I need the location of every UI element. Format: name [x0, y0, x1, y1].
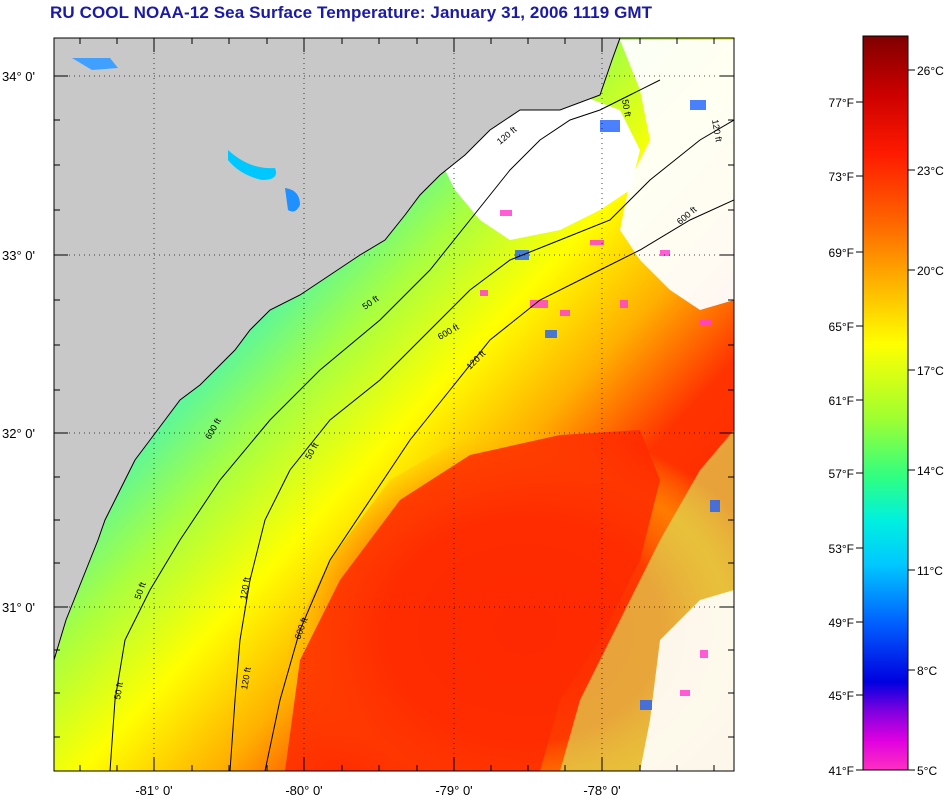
cloud-cover-southeast — [640, 590, 734, 771]
lat-label: 32° 0' — [2, 426, 35, 441]
colorbar-c-label: 17°C — [917, 364, 944, 378]
colorbar-f-label: 57°F — [829, 467, 854, 481]
contour-600ft — [264, 199, 734, 771]
contour-50ft — [109, 79, 661, 771]
contour-label: 120 ft — [710, 119, 724, 143]
cold-cloud-edge-speckles — [480, 210, 712, 696]
colorbar-c-label: 20°C — [917, 264, 944, 278]
colorbar-c-label: 23°C — [917, 164, 944, 178]
lon-label: -78° 0' — [583, 783, 620, 798]
colorbar-f-label: 61°F — [829, 394, 854, 408]
colorbar-c-label: 14°C — [917, 464, 944, 478]
contour-label: 50 ft — [112, 681, 125, 700]
cloud-cover-north — [440, 95, 640, 240]
colorbar-c-label: 5°C — [917, 764, 937, 778]
colorbar-celsius-labels: 26°C 23°C 20°C 17°C 14°C 11°C 8°C 5°C — [917, 64, 944, 778]
sst-field: 50 ft 120 ft 600 ft 50 ft 120 ft 600 ft … — [54, 38, 734, 771]
lon-label: -79° 0' — [435, 783, 472, 798]
colorbar-f-label: 65°F — [829, 320, 854, 334]
colorbar-gradient — [862, 35, 909, 771]
lat-label: 31° 0' — [2, 600, 35, 615]
bathymetry-contours — [109, 79, 734, 771]
map-title: RU COOL NOAA-12 Sea Surface Temperature:… — [50, 3, 653, 22]
colorbar-c-label: 8°C — [917, 664, 937, 678]
colorbar-f-label: 69°F — [829, 246, 854, 260]
land-mass — [54, 38, 621, 661]
gulf-stream-red — [285, 430, 660, 771]
contour-label: 120 ft — [238, 576, 252, 600]
plot-frame — [53, 37, 735, 772]
colorbar-f-label: 45°F — [829, 689, 854, 703]
contour-label: 50 ft — [620, 99, 633, 118]
lat-label: 34° 0' — [2, 69, 35, 84]
longitude-labels: -81° 0' -80° 0' -79° 0' -78° 0' — [135, 783, 620, 798]
contour-120ft — [229, 119, 734, 771]
colorbar-f-label: 49°F — [829, 616, 854, 630]
colorbar-f-label: 53°F — [829, 542, 854, 556]
colorbar-fahrenheit-labels: 77°F 73°F 69°F 65°F 61°F 57°F 53°F 49°F … — [829, 96, 854, 778]
latitude-labels: 34° 0' 33° 0' 32° 0' 31° 0' — [2, 69, 35, 615]
lat-label: 33° 0' — [2, 248, 35, 263]
lon-label: -81° 0' — [135, 783, 172, 798]
frame-ticks — [54, 38, 734, 771]
graticule — [54, 38, 734, 771]
inland-water-features — [72, 58, 300, 212]
colorbar: 77°F 73°F 69°F 65°F 61°F 57°F 53°F 49°F … — [829, 35, 944, 778]
colorbar-f-label: 77°F — [829, 96, 854, 110]
colorbar-c-label: 11°C — [917, 564, 943, 578]
colorbar-ticks — [856, 69, 915, 771]
colorbar-c-label: 26°C — [917, 64, 944, 78]
colorbar-f-label: 41°F — [829, 764, 854, 778]
colorbar-f-label: 73°F — [829, 170, 854, 184]
lon-label: -80° 0' — [285, 783, 322, 798]
contour-label: 120 ft — [239, 666, 253, 690]
